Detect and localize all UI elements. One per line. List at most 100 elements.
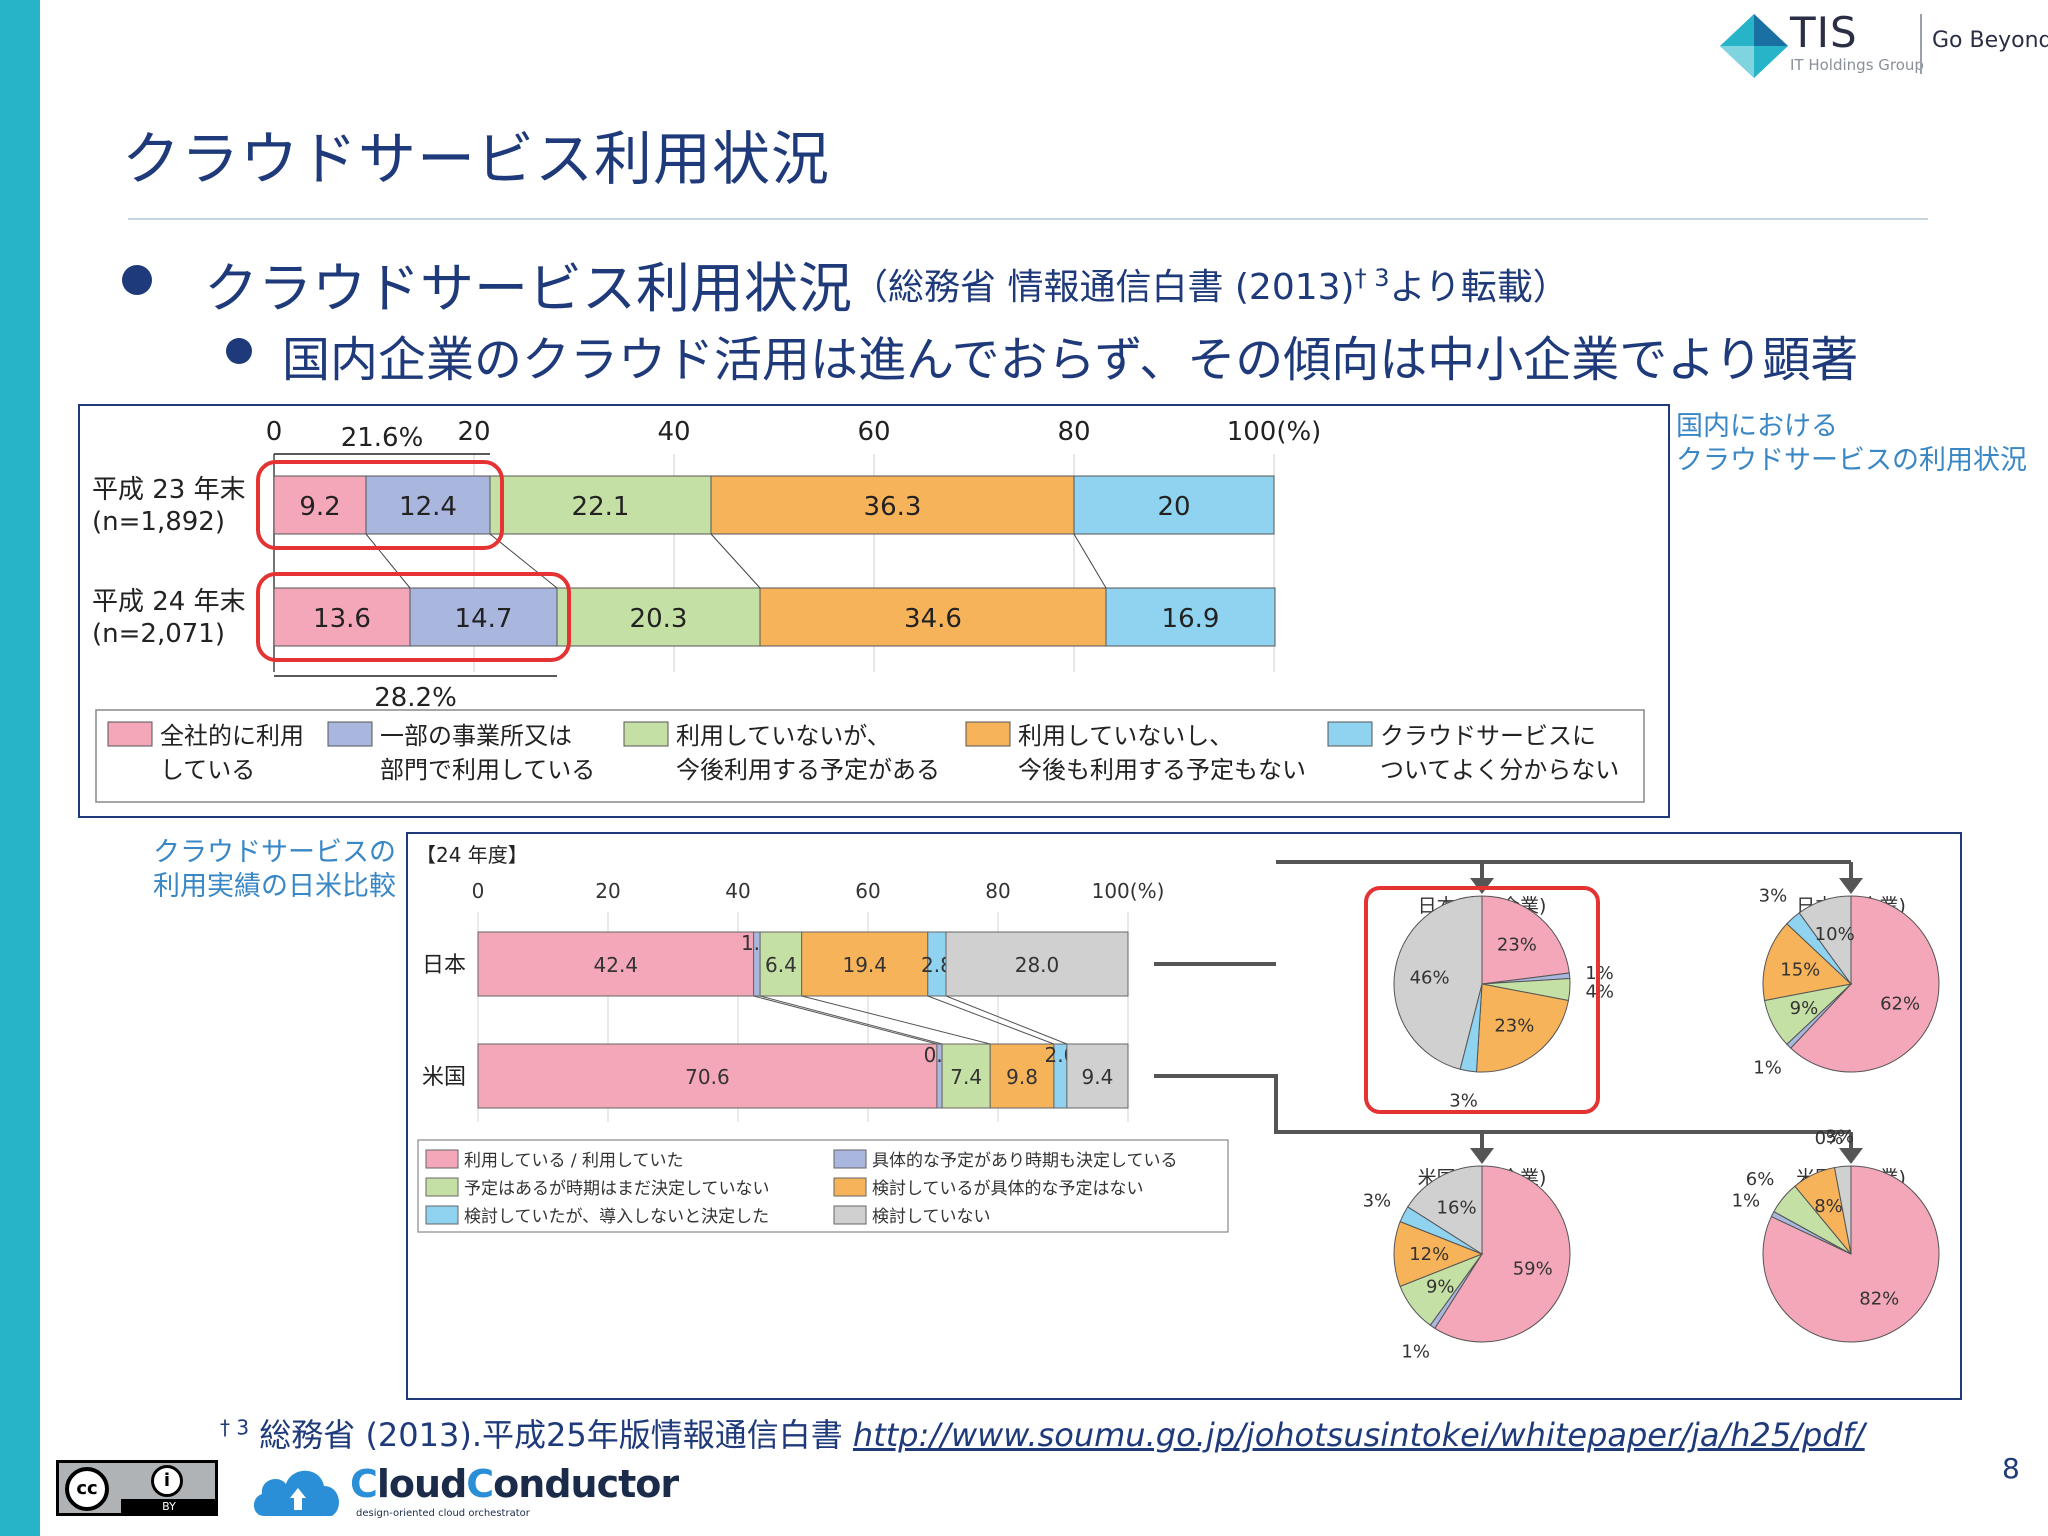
- pie-slice: [1798, 895, 1852, 986]
- chart2-bar-segment: [989, 1043, 1055, 1109]
- pie-label: 9%: [1426, 1276, 1455, 1297]
- cc-icon: cc: [65, 1467, 109, 1511]
- chart1-caption-line2: クラウドサービスの利用状況: [1676, 445, 2027, 476]
- pie-slice: [1762, 1165, 1940, 1343]
- chart2-legend-swatch: [425, 1177, 459, 1197]
- pie-label: 23%: [1497, 934, 1537, 955]
- chart2-legend-swatch: [833, 1205, 867, 1225]
- chart2-legend-label: 利用している / 利用していた: [464, 1151, 684, 1171]
- chart2-frame: [406, 832, 1962, 1400]
- chart1-tick-label: 80: [1057, 417, 1090, 447]
- chart1-tick-label: 40: [657, 417, 690, 447]
- chart1-legend-label: 今後利用する予定がある: [676, 756, 940, 784]
- cloud-logo-tagline: design-oriented cloud orchestrator: [356, 1508, 530, 1519]
- chart1-value-label: 22.1: [572, 492, 630, 522]
- chart1-value-label: 34.6: [904, 604, 962, 634]
- chart2-value-label: 19.4: [842, 953, 887, 977]
- pie-label: 3%: [1759, 885, 1788, 906]
- chart2-category-label: 米国: [422, 1065, 466, 1090]
- chart1-annotation: 21.6%: [341, 423, 424, 453]
- footnote-text: 総務省 (2013).平成25年版情報通信白書: [259, 1416, 843, 1454]
- tagline: Go Beyond: [1932, 28, 2048, 53]
- chart2-connector: [927, 995, 1055, 1045]
- chart2-caption-line1: クラウドサービスの: [153, 837, 396, 868]
- chart1-value-label: 12.4: [399, 492, 457, 522]
- pie-label: 59%: [1513, 1259, 1553, 1280]
- chart1-highlight: [256, 572, 571, 662]
- chart1-legend-label: ついてよく分からない: [1380, 756, 1619, 784]
- left-accent-stripe: [0, 0, 40, 1536]
- chart1-bar-segment: [1073, 475, 1275, 535]
- chart2-value-label: 6.4: [765, 953, 797, 977]
- pie-slice: [1407, 1165, 1483, 1255]
- chart1-bar-segment: [1105, 587, 1276, 647]
- pie-label: 16%: [1437, 1198, 1477, 1219]
- logo-part1: loud: [376, 1462, 467, 1506]
- chart1-connector: [1073, 533, 1107, 589]
- chart1-value-label: 14.7: [455, 604, 513, 634]
- pie-slice: [1790, 895, 1940, 1073]
- chart2-legend-label: 検討していない: [872, 1207, 991, 1227]
- chart2-caption-line2: 利用実績の日米比較: [153, 871, 396, 902]
- chart1-value-label: 20.3: [630, 604, 688, 634]
- logo-letter-c2: C: [466, 1462, 494, 1506]
- chart2-legend-swatch: [833, 1177, 867, 1197]
- person-icon: i: [151, 1465, 183, 1497]
- chart1-legend-label: 利用していないが、: [676, 722, 891, 750]
- chart1-caption-line1: 国内における: [1676, 411, 1838, 442]
- chart2-connector: [801, 995, 991, 1045]
- pie-label: 0%: [1815, 1128, 1844, 1149]
- chart2-value-label: 28.0: [1015, 953, 1060, 977]
- chart2-value-label: 70.6: [685, 1065, 730, 1089]
- chart1-value-label: 9.2: [299, 492, 340, 522]
- chart2-legend-swatch: [425, 1205, 459, 1225]
- pie-label: 6%: [1746, 1169, 1775, 1190]
- chart1-connector: [489, 533, 558, 589]
- chart2-bar-segment: [945, 931, 1129, 997]
- tis-group: IT Holdings Group: [1790, 56, 1924, 74]
- chart1-bar-segment: [365, 475, 491, 535]
- bullet-level2: 国内企業のクラウド活用は進んでおらず、その傾向は中小企業でより顕著: [226, 320, 1858, 390]
- chart1-tick-label: 60: [857, 417, 890, 447]
- footnote-mark: † 3: [220, 1415, 250, 1440]
- chart1-legend-swatch: [1327, 721, 1373, 747]
- chart1-value-label: 36.3: [864, 492, 922, 522]
- pie-slice: [1833, 1165, 1852, 1255]
- chart2-caption: クラウドサービスの 利用実績の日米比較: [138, 836, 396, 904]
- chart1-legend-label: している: [160, 756, 255, 784]
- chart2-value-label: 7.4: [950, 1065, 982, 1089]
- bullet-level1-text: クラウドサービス利用状況: [204, 257, 852, 320]
- pie-label: 1%: [1401, 1342, 1430, 1363]
- chart1-value-label: 16.9: [1162, 604, 1220, 634]
- domestic-cloud-usage-chart: 0 20 40 60 80 100(%) 平成 23 年末(n=1,892) 平成 24 年末…: [78, 404, 1670, 818]
- pie-slice: [1475, 983, 1570, 1073]
- chart2-tick-label: 80: [985, 879, 1010, 903]
- chart1-annotation: 28.2%: [374, 683, 457, 713]
- chart2-legend-label: 検討していたが、導入しないと決定した: [464, 1207, 769, 1227]
- chart2-title: 【24 年度】: [416, 843, 528, 867]
- bullet-level1: クラウドサービス利用状況（総務省 情報通信白書 (2013)† 3より転載）: [122, 244, 1569, 323]
- chart1-bar-segment: [759, 587, 1107, 647]
- chart1-bar-segment: [489, 475, 712, 535]
- chart1-bar-segment: [710, 475, 1075, 535]
- cc-by-license-badge: cc i BY: [56, 1460, 218, 1516]
- chart1-legend-label: 全社的に利用: [160, 722, 304, 750]
- chart2-connector: [753, 995, 938, 1045]
- pie-slice: [1393, 1220, 1484, 1288]
- pie-label: 15%: [1780, 959, 1820, 980]
- chart1-tick-label: 0: [266, 417, 283, 447]
- chart2-bar-segment: [477, 1043, 938, 1109]
- pie-label: 10%: [1815, 924, 1855, 945]
- pie-label: 3%: [1826, 1127, 1855, 1148]
- footnote-link[interactable]: http://www.soumu.go.jp/johotsusintokei/w…: [852, 1416, 1865, 1454]
- chart2-highlight: [1364, 886, 1600, 1114]
- chart1-category-label: (n=1,892): [92, 507, 225, 537]
- tis-brand: TIS: [1790, 8, 1858, 57]
- chart1-bar-segment: [273, 587, 411, 647]
- footnote-ref: † 3: [1354, 263, 1390, 292]
- pie-slice: [1762, 923, 1853, 1002]
- chart1-legend-swatch: [965, 721, 1011, 747]
- chart1-legend-label: 今後も利用する予定もない: [1018, 756, 1306, 784]
- chart2-bar-segment: [941, 1043, 991, 1109]
